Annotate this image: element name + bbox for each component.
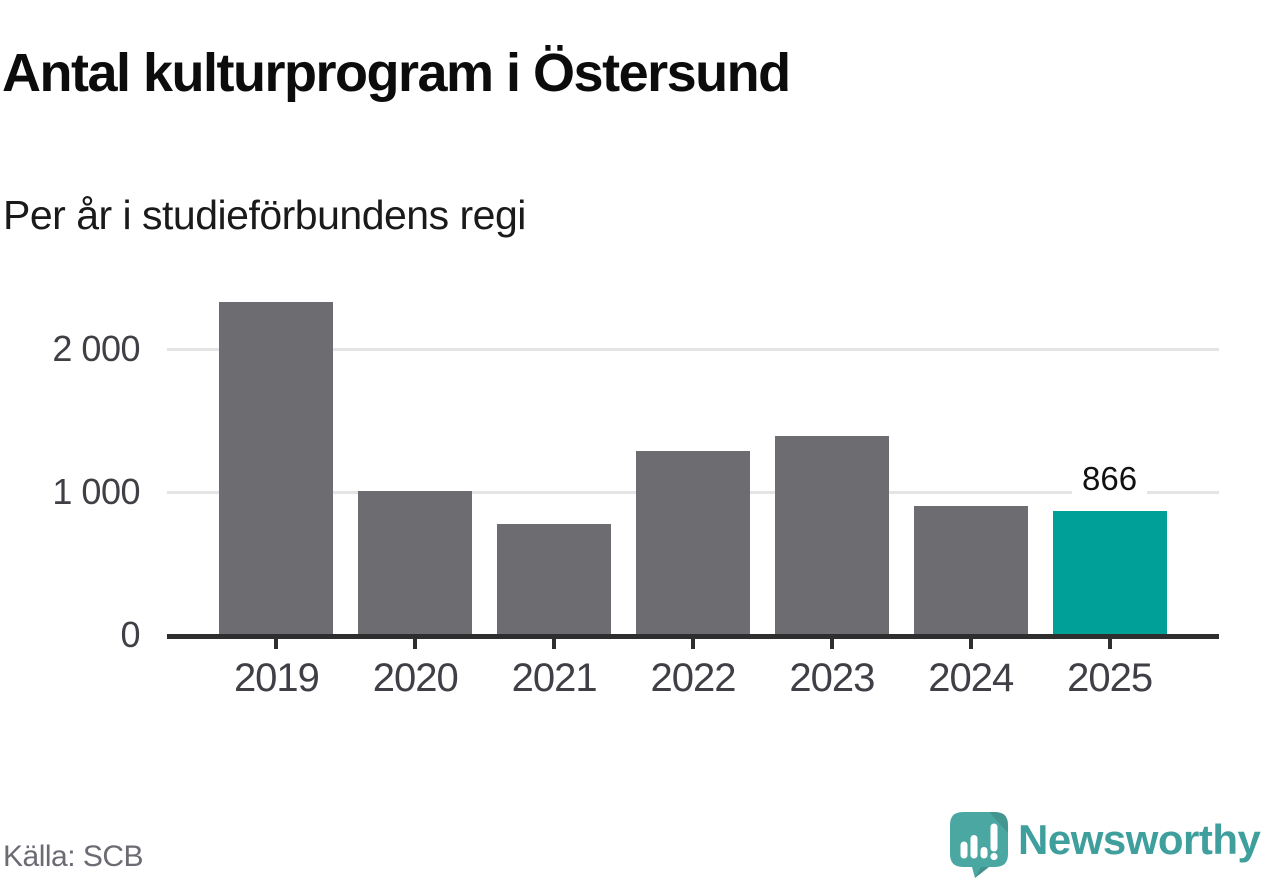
x-tick-2020 [413,639,418,649]
x-tick-label-2024: 2024 [928,656,1014,700]
x-tick-label-2022: 2022 [650,656,737,700]
x-tick-2025 [1107,639,1112,649]
bar-2019 [219,302,334,635]
x-tick-label-2021: 2021 [511,656,598,700]
bar-slot-2019: 2019 [207,260,346,698]
x-tick-2022 [691,639,695,649]
x-tick-label-2020: 2020 [372,656,459,700]
bar-2023 [774,435,889,635]
x-axis-line [167,634,1219,639]
source-caption: Källa: SCB [3,840,144,873]
bar-slot-2023: 2023 [762,260,901,698]
x-tick-2023 [829,639,834,649]
newsworthy-bubble-chart-icon [950,812,1008,878]
bar-slot-2022: 2022 [624,260,763,698]
bar-slot-2025: 866 2025 [1040,260,1179,698]
x-tick-2021 [552,639,557,649]
gridline-2000 [167,347,1219,351]
chart-title: Antal kulturprogram i Östersund [2,43,791,104]
value-label-2025: 866 [1040,462,1179,496]
bar-2022 [636,451,750,635]
bar-slot-2021: 2021 [485,260,624,698]
y-axis: 0 1 000 2 000 [0,260,140,653]
bar-slot-2020: 2020 [346,260,485,698]
bar-2024 [913,506,1028,635]
y-tick-label-1000: 1 000 [52,471,140,513]
y-tick-label-2000: 2 000 [52,328,140,370]
brand-logo: Newsworthy [945,811,1261,879]
brand-wordmark: Newsworthy [1018,816,1261,863]
bar-2025 [1052,511,1167,635]
x-tick-2019 [274,639,279,649]
bar-slot-2024: 2024 [901,260,1040,698]
bar-group: 2019 2020 2021 2022 2023 2024 866 2025 [207,260,1179,698]
x-tick-label-2019: 2019 [233,656,320,700]
y-tick-label-0: 0 [120,614,140,655]
bar-2021 [497,524,612,635]
chart-subtitle: Per år i studieförbundens regi [3,192,526,238]
bar-2020 [358,491,473,635]
x-tick-label-2023: 2023 [789,656,875,700]
x-tick-label-2025: 2025 [1067,656,1153,700]
x-tick-2024 [968,639,973,649]
